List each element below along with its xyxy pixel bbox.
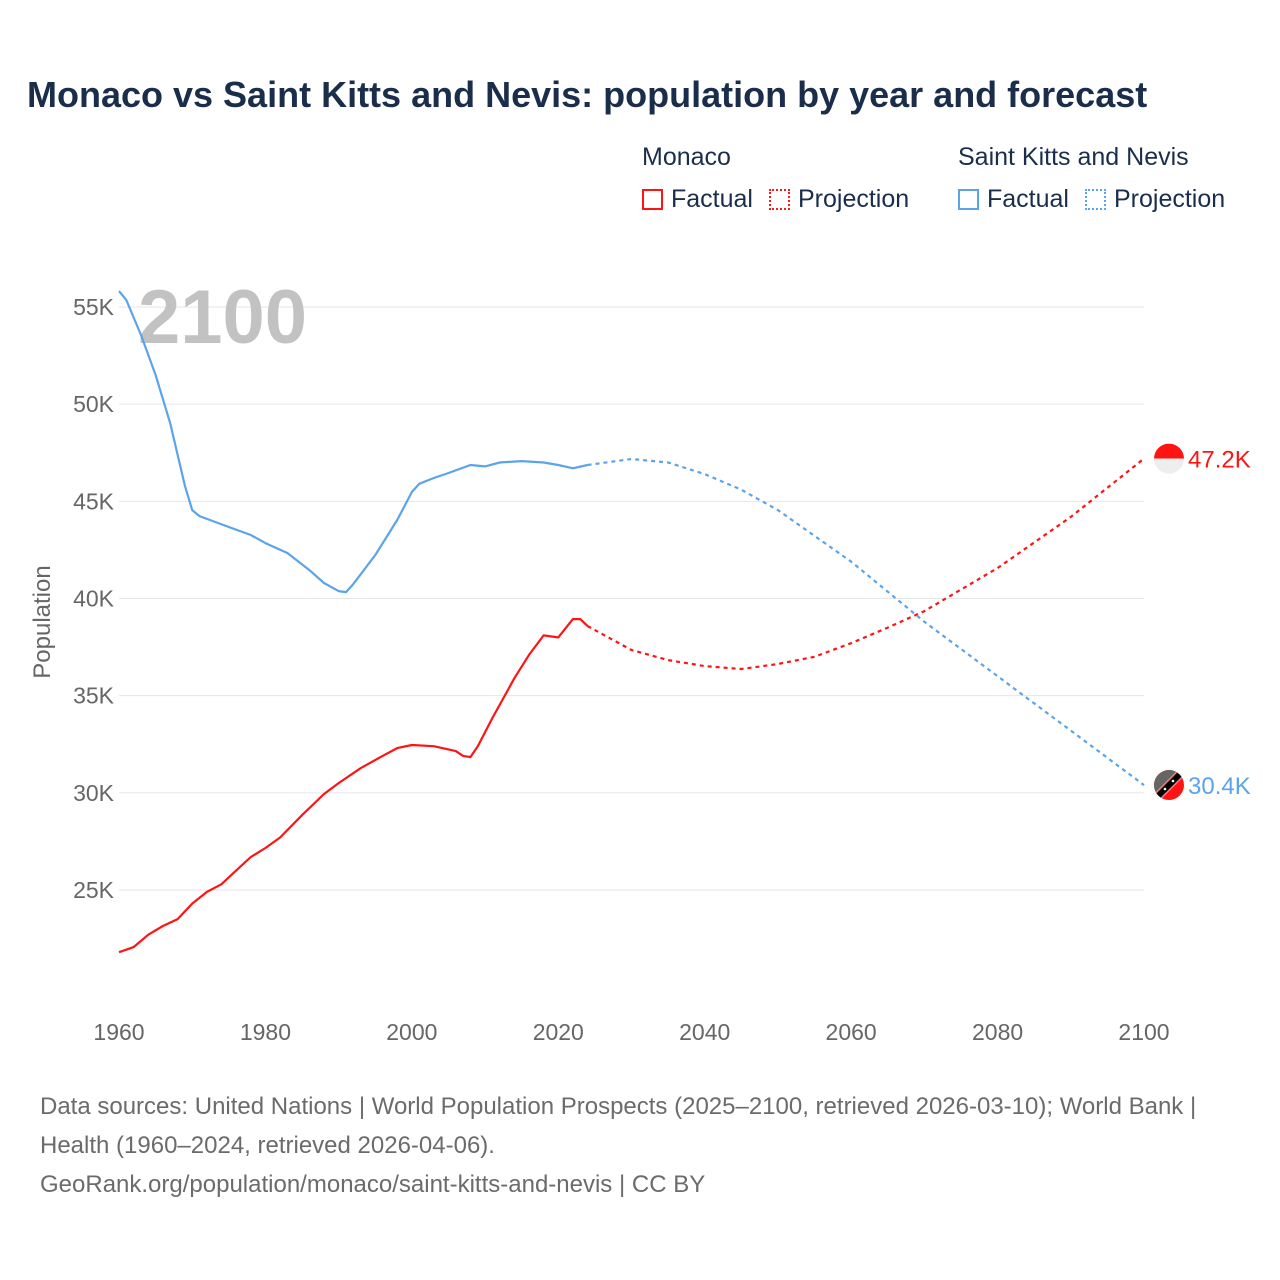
end-value-label: 47.2K <box>1188 447 1251 474</box>
x-tick-label: 2040 <box>679 1019 730 1045</box>
legend-item-skn-factual[interactable]: Factual <box>958 185 1069 214</box>
series-line-projection-0 <box>587 457 1145 671</box>
series-line-factual-0 <box>118 618 589 954</box>
flag-body <box>1154 443 1184 474</box>
flag-star <box>1163 787 1167 791</box>
legend-label: Projection <box>797 185 910 213</box>
x-tick-label: 2020 <box>533 1019 584 1045</box>
y-tick-label: 45K <box>73 488 115 514</box>
legend-group-title: Saint Kitts and Nevis <box>958 143 1189 171</box>
x-tick-label: 2080 <box>972 1019 1023 1045</box>
x-tick-label: 1960 <box>93 1019 144 1045</box>
legend-swatch-dotted <box>768 189 790 210</box>
source-url: GeoRank.org/population/monaco/saint-kitt… <box>40 1171 706 1198</box>
y-tick-label: 55K <box>73 294 115 320</box>
legend-label: Factual <box>671 185 753 213</box>
x-tick-label: 2060 <box>826 1019 877 1045</box>
monaco-flag-icon <box>1154 443 1184 474</box>
y-tick-label: 40K <box>73 586 115 612</box>
legend-item-monaco-factual[interactable]: Factual <box>642 185 753 214</box>
legend-item-skn-projection[interactable]: Projection <box>1084 185 1226 214</box>
x-tick-label: 2000 <box>386 1019 437 1045</box>
flag-star <box>1171 779 1175 783</box>
end-value-label: 30.4K <box>1188 773 1251 800</box>
y-tick-label: 30K <box>73 780 115 806</box>
legend-label: Factual <box>987 185 1069 213</box>
legend-item-monaco-projection[interactable]: Projection <box>768 185 910 214</box>
flag-red <box>1154 443 1184 459</box>
series-line-projection-1 <box>587 457 1145 786</box>
legend-swatch-dotted <box>1084 189 1106 210</box>
saint-kitts-flag-icon <box>1154 770 1184 801</box>
legend-group-title: Monaco <box>642 143 731 171</box>
flag-body <box>1154 770 1184 801</box>
y-tick-label: 25K <box>73 877 115 903</box>
legend-group-monaco: Monaco Factual Projection <box>642 143 925 214</box>
y-axis-label: Population <box>29 565 56 678</box>
chart-title: Monaco vs Saint Kitts and Nevis: populat… <box>27 74 1148 115</box>
footer: Data sources: United Nations | World Pop… <box>40 1087 1240 1204</box>
legend-swatch-solid <box>642 189 663 210</box>
x-tick-label: 1980 <box>240 1019 291 1045</box>
y-tick-label: 35K <box>73 683 115 709</box>
legend-swatch-solid <box>958 189 979 210</box>
legend-group-saint-kitts: Saint Kitts and Nevis Factual Projection <box>958 143 1241 214</box>
x-tick-label: 2100 <box>1118 1019 1169 1045</box>
year-watermark: 2100 <box>138 275 307 360</box>
series-line-factual-1 <box>118 290 588 594</box>
legend-label: Projection <box>1113 185 1226 213</box>
y-tick-label: 50K <box>73 391 115 417</box>
data-sources: Data sources: United Nations | World Pop… <box>40 1093 1197 1159</box>
flag-white <box>1154 458 1184 474</box>
